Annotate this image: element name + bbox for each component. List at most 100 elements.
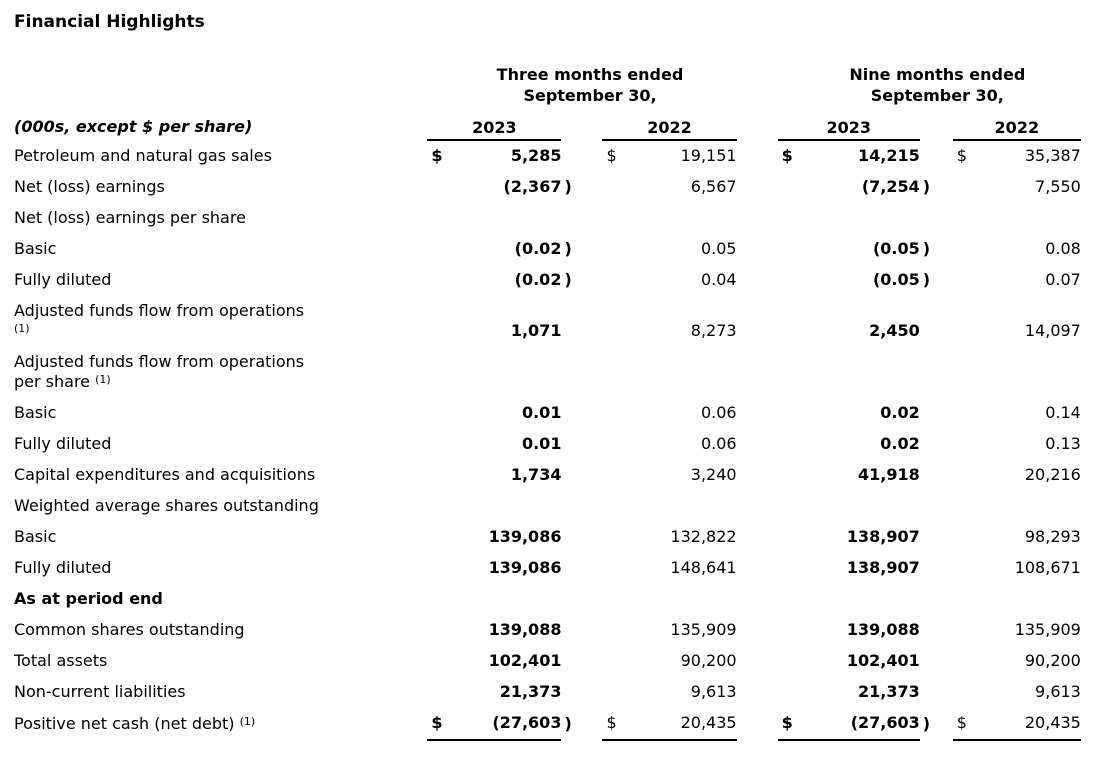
dollar-sign-cell xyxy=(602,234,626,265)
value-cell: 0.14 xyxy=(1045,403,1081,422)
column-spacer xyxy=(753,234,778,265)
column-spacer xyxy=(937,203,953,234)
footnote-ref: (1) xyxy=(239,715,256,728)
period-line: September 30, xyxy=(523,86,657,105)
dollar-sign-cell: $ xyxy=(952,708,977,741)
column-spacer xyxy=(937,265,953,296)
paren-cell xyxy=(561,677,577,708)
value-cell xyxy=(451,347,561,398)
value-cell: 21,373 xyxy=(858,682,920,701)
dollar-sign-cell xyxy=(953,646,977,677)
dollar-sign-cell xyxy=(953,584,977,615)
paren-cell xyxy=(1081,429,1097,460)
value-cell: (27,603 xyxy=(451,708,562,741)
value-cell: 21,373 xyxy=(499,682,562,701)
value-cell: (27,603 xyxy=(801,708,920,741)
dollar-sign-cell: $ xyxy=(777,708,802,741)
row-label: Common shares outstanding xyxy=(14,620,245,639)
dollar-sign-cell xyxy=(953,203,977,234)
row-label: Adjusted funds flow from operations (1) xyxy=(14,301,305,335)
value-cell: 90,200 xyxy=(680,651,737,670)
dollar-sign-cell xyxy=(953,615,977,646)
column-spacer xyxy=(577,491,602,522)
paren-cell xyxy=(1081,265,1097,296)
value-cell: 1,734 xyxy=(510,465,562,484)
dollar-sign-cell xyxy=(602,677,626,708)
dollar-sign-cell xyxy=(778,296,802,347)
paren-cell xyxy=(920,429,937,460)
column-spacer xyxy=(577,265,602,296)
spacer-cell xyxy=(577,112,602,140)
year-header: 2022 xyxy=(602,112,737,141)
paren-cell: ) xyxy=(564,177,572,196)
row-label: Basic xyxy=(14,403,57,422)
value-cell: 6,567 xyxy=(690,177,737,196)
column-spacer xyxy=(577,296,602,347)
year-header: 2022 xyxy=(952,112,1081,141)
spacer-cell xyxy=(1081,112,1097,140)
paren-cell xyxy=(737,203,753,234)
value-cell: 132,822 xyxy=(670,527,737,546)
dollar-sign-cell xyxy=(602,553,626,584)
paren-cell xyxy=(1081,347,1097,398)
paren-cell xyxy=(920,140,937,172)
row-label: As at period end xyxy=(14,589,163,608)
year-header-row: (000s, except $ per share) 2023 2022 202… xyxy=(14,112,1097,141)
spacer-cell xyxy=(753,59,778,112)
paren-cell xyxy=(1081,203,1097,234)
period-line: Three months ended xyxy=(496,65,684,84)
table-row: Basic (0.02) 0.05 (0.05) 0.08 xyxy=(14,234,1097,265)
column-spacer xyxy=(753,172,778,203)
value-cell: 7,550 xyxy=(1035,177,1081,196)
dollar-sign-cell xyxy=(427,615,451,646)
paren-cell xyxy=(561,615,577,646)
dollar-sign-cell xyxy=(427,265,451,296)
paren-cell xyxy=(737,522,753,553)
column-spacer xyxy=(753,296,778,347)
period-header-row: Three months ended September 30, Nine mo… xyxy=(14,59,1097,112)
column-spacer xyxy=(937,553,953,584)
column-spacer xyxy=(937,460,953,491)
spacer-cell xyxy=(561,112,577,140)
column-spacer xyxy=(937,491,953,522)
value-cell: (2,367 xyxy=(503,177,562,196)
value-cell: 41,918 xyxy=(858,465,920,484)
column-spacer xyxy=(577,429,602,460)
dollar-sign-cell xyxy=(602,491,626,522)
value-cell: 0.01 xyxy=(521,434,562,453)
paren-cell xyxy=(561,296,577,347)
table-row: Fully diluted 0.01 0.06 0.02 0.13 xyxy=(14,429,1097,460)
table-row: Adjusted funds flow from operations per s… xyxy=(14,347,1097,398)
table-row: Petroleum and natural gas sales $5,285 $19… xyxy=(14,140,1097,172)
column-spacer xyxy=(937,646,953,677)
value-cell xyxy=(802,584,920,615)
value-cell: 102,401 xyxy=(488,651,562,670)
paren-cell xyxy=(1081,522,1097,553)
column-spacer xyxy=(937,398,953,429)
dollar-sign-cell: $ xyxy=(602,708,627,741)
value-cell: 135,909 xyxy=(670,620,737,639)
value-cell xyxy=(451,584,561,615)
dollar-sign-cell xyxy=(953,398,977,429)
value-cell: 20,216 xyxy=(1024,465,1081,484)
value-cell xyxy=(977,203,1081,234)
table-row: Fully diluted 139,086 148,641 138,907 108,67… xyxy=(14,553,1097,584)
value-cell: (0.02 xyxy=(514,270,562,289)
paren-cell xyxy=(737,172,753,203)
row-label: Capital expenditures and acquisitions xyxy=(14,465,316,484)
paren-cell xyxy=(1081,296,1097,347)
dollar-sign-cell: $ xyxy=(427,708,452,741)
dollar-sign-cell xyxy=(778,203,802,234)
value-cell: 98,293 xyxy=(1024,527,1081,546)
paren-cell xyxy=(1081,615,1097,646)
column-spacer xyxy=(753,491,778,522)
column-spacer xyxy=(577,615,602,646)
dollar-sign-cell xyxy=(427,460,451,491)
value-cell xyxy=(626,584,736,615)
dollar-sign-cell xyxy=(427,429,451,460)
dollar-sign-cell xyxy=(778,491,802,522)
paren-cell: ) xyxy=(922,270,931,289)
column-spacer xyxy=(753,646,778,677)
paren-cell xyxy=(1081,140,1097,172)
table-row: Fully diluted (0.02) 0.04 (0.05) 0.07 xyxy=(14,265,1097,296)
